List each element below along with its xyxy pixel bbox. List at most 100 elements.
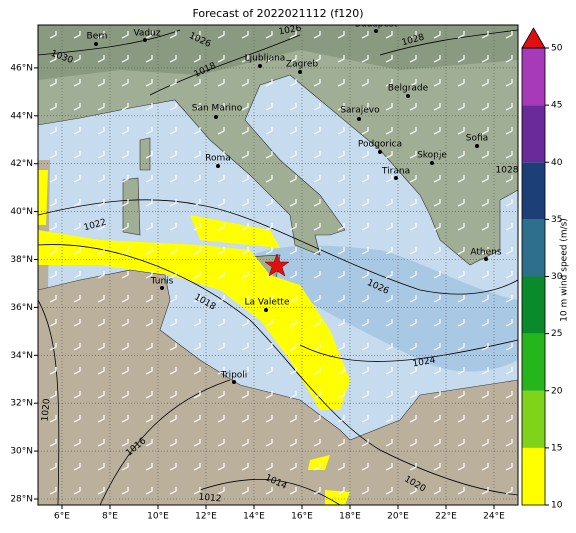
wind-barb — [409, 151, 417, 159]
wind-barb — [121, 319, 129, 327]
wind-barb — [313, 79, 321, 87]
wind-barb — [409, 415, 417, 423]
wind-barb — [289, 367, 297, 375]
wind-barb — [505, 367, 513, 375]
wind-barb — [265, 31, 273, 39]
wind-barb — [193, 439, 201, 447]
wind-barb — [265, 439, 273, 447]
wind-barb — [361, 175, 369, 183]
wind-barb — [145, 79, 153, 87]
wind-barb — [193, 103, 201, 111]
wind-barb — [385, 295, 393, 303]
colorbar-band — [522, 276, 545, 334]
wind-barb — [505, 439, 513, 447]
wind-barb — [241, 175, 249, 183]
lat-tick-label: 40°N — [10, 207, 33, 217]
wind-barb — [121, 271, 129, 279]
wind-barb — [409, 295, 417, 303]
wind-barb — [457, 439, 465, 447]
wind-barb — [121, 295, 129, 303]
wind-barb — [265, 367, 273, 375]
wind-barb — [433, 439, 441, 447]
wind-barb — [241, 319, 249, 327]
wind-barb — [481, 391, 489, 399]
wind-barb — [241, 31, 249, 39]
wind-barb — [73, 271, 81, 279]
city-dot — [394, 176, 398, 180]
wind-barb — [169, 319, 177, 327]
wind-barb — [169, 391, 177, 399]
wind-barb — [289, 55, 297, 63]
wind-barb — [457, 487, 465, 495]
colorbar-label: 10 m wind speed (m/s) — [560, 218, 570, 322]
wind-barb — [409, 31, 417, 39]
wind-barb — [193, 271, 201, 279]
city-label: Roma — [205, 154, 231, 164]
wind-barb — [145, 415, 153, 423]
wind-barb — [121, 79, 129, 87]
wind-barb — [433, 391, 441, 399]
wind-barb — [49, 319, 57, 327]
wind-barb — [337, 247, 345, 255]
wind-barb — [385, 463, 393, 471]
lat-tick-label: 44°N — [10, 111, 33, 121]
city-dot — [94, 42, 98, 46]
wind-barb — [217, 367, 225, 375]
lat-tick-label: 30°N — [10, 447, 33, 457]
wind-barb — [97, 415, 105, 423]
wind-barb — [193, 367, 201, 375]
wind-barb — [145, 487, 153, 495]
wind-barb — [337, 295, 345, 303]
city-dot — [216, 164, 220, 168]
wind-barb — [193, 175, 201, 183]
wind-barb — [313, 247, 321, 255]
wind-barb — [457, 247, 465, 255]
wind-barb — [73, 463, 81, 471]
wind-barb — [361, 391, 369, 399]
wind-barb — [73, 223, 81, 231]
wind-barb — [121, 103, 129, 111]
wind-barb — [121, 151, 129, 159]
wind-barb — [49, 439, 57, 447]
wind-barb — [385, 103, 393, 111]
wind-barb — [457, 55, 465, 63]
lat-tick-label: 36°N — [10, 303, 33, 313]
wind-barb — [217, 319, 225, 327]
wind-barb — [505, 391, 513, 399]
lat-tick-label: 28°N — [10, 495, 33, 505]
wind-barb — [145, 319, 153, 327]
wind-barb — [217, 31, 225, 39]
wind-barb — [121, 487, 129, 495]
wind-barb — [481, 271, 489, 279]
wind-barb — [313, 103, 321, 111]
wind-barb — [505, 319, 513, 327]
colorbar-tick-label: 45 — [551, 101, 562, 111]
wind-barb — [73, 367, 81, 375]
wind-barb — [265, 487, 273, 495]
wind-barb — [433, 199, 441, 207]
wind-barb — [289, 127, 297, 135]
wind-barb — [73, 127, 81, 135]
wind-barb — [361, 151, 369, 159]
wind-barb — [265, 103, 273, 111]
wind-barb — [457, 367, 465, 375]
wind-barb — [313, 127, 321, 135]
wind-barb — [289, 223, 297, 231]
wind-barb — [97, 295, 105, 303]
lat-tick-label: 34°N — [10, 351, 33, 361]
wind-barb — [217, 103, 225, 111]
wind-barb — [385, 487, 393, 495]
wind-barb — [265, 415, 273, 423]
wind-barb — [241, 463, 249, 471]
colorbar-band — [522, 447, 545, 505]
wind-barb — [145, 271, 153, 279]
wind-barb — [241, 343, 249, 351]
wind-barb — [49, 151, 57, 159]
wind-barb — [481, 175, 489, 183]
wind-barb — [337, 463, 345, 471]
wind-barb — [121, 343, 129, 351]
wind-barb — [217, 343, 225, 351]
wind-barb — [385, 367, 393, 375]
wind-barb — [337, 367, 345, 375]
colorbar-band — [522, 219, 545, 277]
